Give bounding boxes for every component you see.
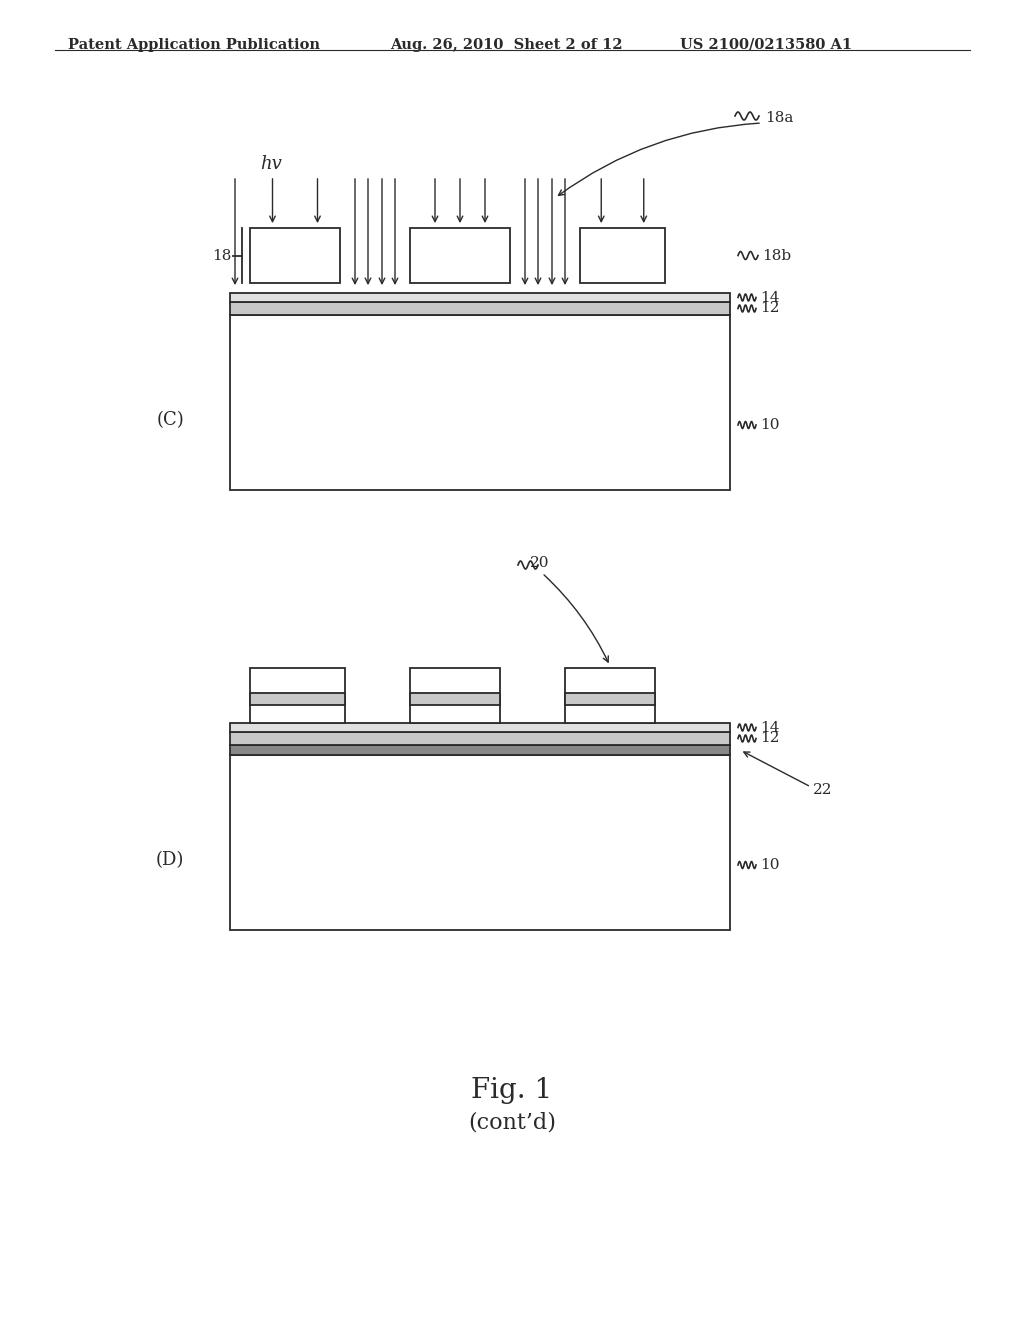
Bar [230,293,730,302]
Text: 18a: 18a [765,111,794,125]
Text: 20: 20 [530,556,550,570]
Text: (C): (C) [156,411,184,429]
Text: (D): (D) [156,851,184,869]
Text: (cont’d): (cont’d) [468,1111,556,1133]
Text: hv: hv [260,154,282,173]
Text: 12: 12 [760,731,779,746]
Text: Aug. 26, 2010  Sheet 2 of 12: Aug. 26, 2010 Sheet 2 of 12 [390,38,623,51]
Bar [410,668,500,723]
Bar [250,228,340,282]
Bar [580,228,665,282]
Text: 14: 14 [760,721,779,734]
Bar [230,733,730,744]
Bar [565,668,655,723]
Text: 12: 12 [760,301,779,315]
Bar [250,693,345,705]
Bar [230,744,730,755]
Text: Fig. 1: Fig. 1 [471,1077,553,1104]
Bar [565,693,655,705]
Text: 14: 14 [760,290,779,305]
Text: 18b: 18b [762,248,792,263]
Text: US 2100/0213580 A1: US 2100/0213580 A1 [680,38,852,51]
Text: 10: 10 [760,858,779,873]
Bar [230,755,730,931]
Text: 10: 10 [760,418,779,432]
Text: 22: 22 [813,783,833,797]
Bar [410,228,510,282]
Bar [230,315,730,490]
Text: Patent Application Publication: Patent Application Publication [68,38,319,51]
Text: 18: 18 [212,248,231,263]
Bar [250,668,345,723]
Bar [230,302,730,315]
Bar [230,723,730,733]
Bar [410,693,500,705]
